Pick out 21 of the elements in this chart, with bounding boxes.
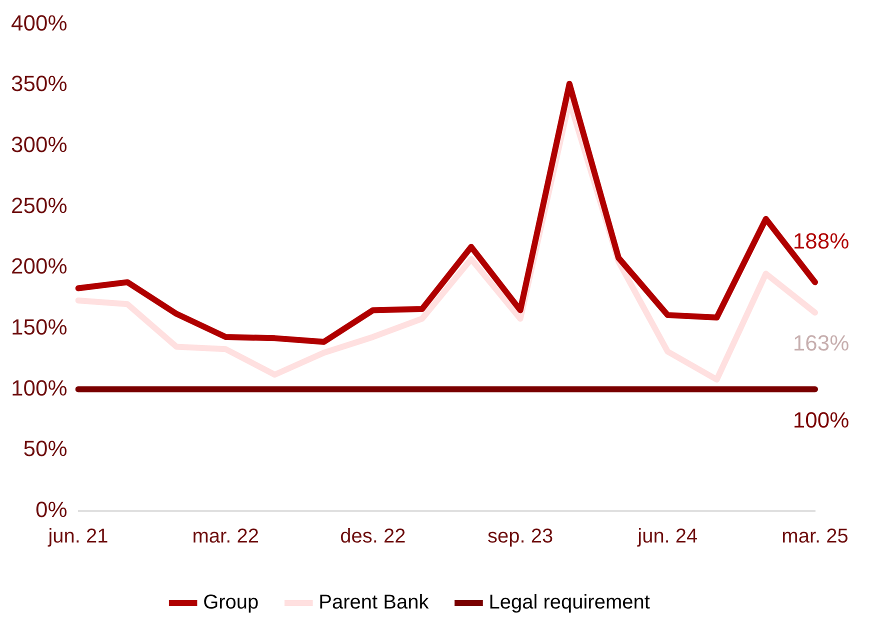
legend-label: Legal requirement xyxy=(488,592,650,614)
y-tick-label: 400% xyxy=(10,10,68,36)
y-tick-label: 150% xyxy=(10,314,68,340)
y-tick-label: 100% xyxy=(10,375,68,400)
x-tick-label: jun. 21 xyxy=(47,526,108,548)
y-tick-label: 0% xyxy=(35,497,68,522)
legend-label: Group xyxy=(203,592,259,614)
y-tick-label: 350% xyxy=(10,71,68,96)
x-tick-label: sep. 23 xyxy=(488,526,554,548)
x-tick-label: jun. 24 xyxy=(636,526,698,548)
data-label: 163% xyxy=(792,330,850,356)
y-tick-label: 200% xyxy=(10,254,68,279)
y-tick-label: 50% xyxy=(23,436,68,462)
y-tick-label: 300% xyxy=(10,132,68,157)
legend-label: Parent Bank xyxy=(318,592,430,614)
data-label: 100% xyxy=(792,407,850,432)
x-tick-label: mar. 25 xyxy=(782,526,848,548)
x-tick-label: des. 22 xyxy=(340,526,406,548)
y-tick-label: 250% xyxy=(10,192,68,218)
x-tick-label: mar. 22 xyxy=(192,526,259,548)
data-label: 188% xyxy=(792,228,850,254)
